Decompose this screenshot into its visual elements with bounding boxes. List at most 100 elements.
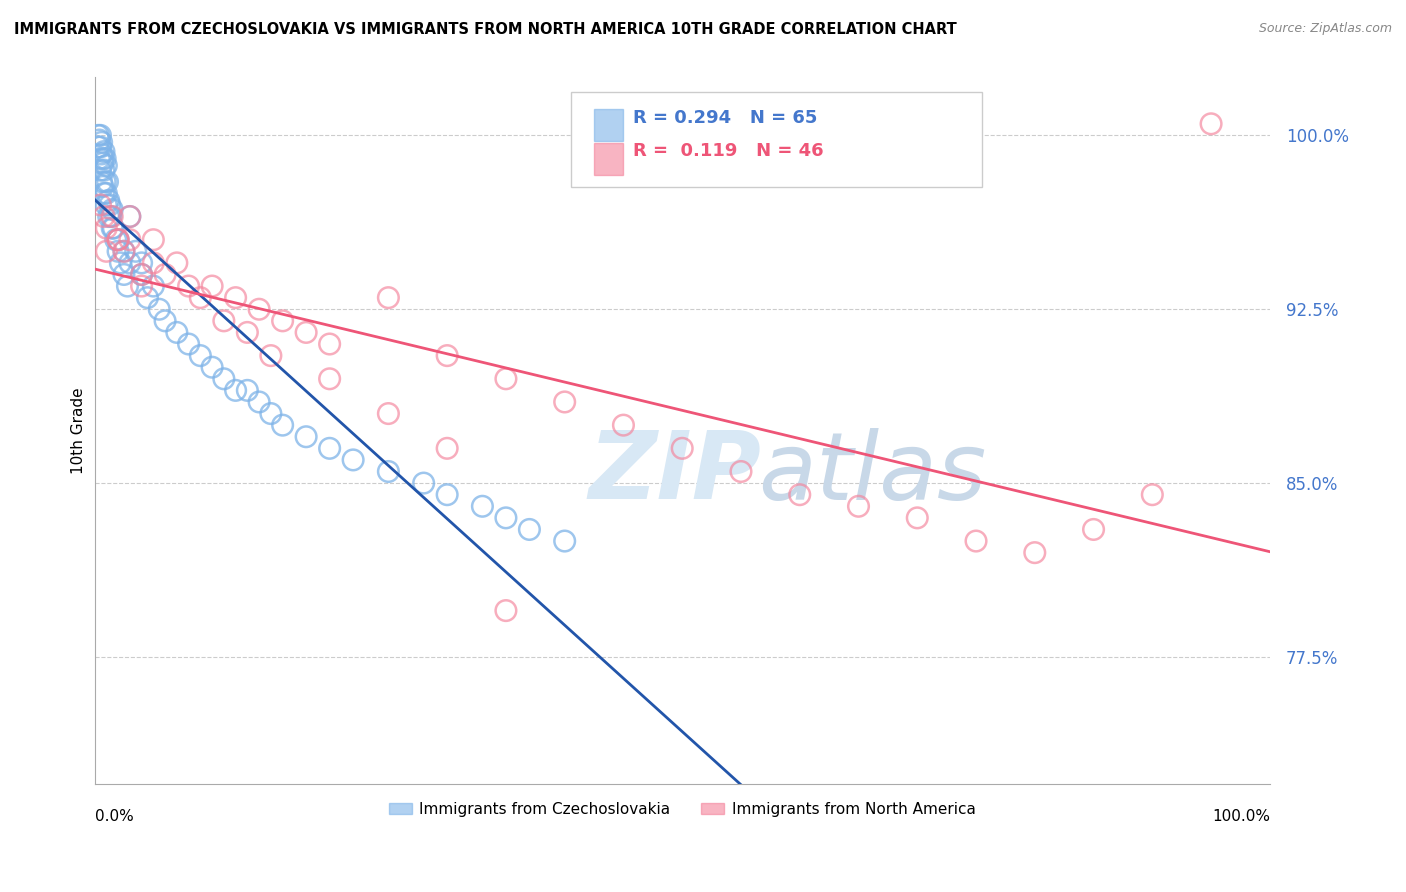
Point	[166, 256, 188, 270]
Point	[107, 233, 129, 247]
Point	[87, 140, 110, 154]
Point	[107, 233, 129, 247]
Point	[101, 202, 124, 217]
Point	[112, 268, 135, 282]
Point	[260, 407, 283, 421]
Point	[436, 442, 458, 456]
FancyBboxPatch shape	[595, 144, 623, 175]
Point	[554, 395, 576, 409]
Point	[201, 279, 224, 293]
Point	[271, 314, 294, 328]
Point	[118, 210, 141, 224]
Point	[103, 221, 125, 235]
Point	[247, 302, 270, 317]
Point	[965, 534, 987, 549]
Point	[131, 279, 153, 293]
Point	[131, 268, 153, 282]
Point	[495, 372, 517, 386]
Point	[495, 511, 517, 525]
Point	[118, 256, 141, 270]
Point	[94, 175, 117, 189]
Point	[318, 372, 340, 386]
Point	[1024, 546, 1046, 560]
Point	[112, 244, 135, 259]
Point	[142, 233, 165, 247]
FancyBboxPatch shape	[571, 92, 981, 187]
FancyBboxPatch shape	[595, 109, 623, 141]
Point	[377, 291, 399, 305]
Point	[212, 314, 235, 328]
Point	[295, 430, 318, 444]
Point	[89, 133, 111, 147]
Point	[260, 349, 283, 363]
Point	[131, 256, 153, 270]
Point	[848, 500, 870, 514]
Point	[118, 233, 141, 247]
Text: ZIP: ZIP	[588, 427, 761, 519]
Point	[236, 384, 259, 398]
Point	[89, 140, 111, 154]
Point	[91, 179, 114, 194]
Point	[93, 210, 115, 224]
Point	[730, 465, 752, 479]
Point	[789, 488, 811, 502]
Point	[201, 360, 224, 375]
Point	[148, 302, 170, 317]
Point	[97, 210, 120, 224]
Point	[96, 186, 118, 201]
Point	[271, 418, 294, 433]
Point	[112, 244, 135, 259]
Point	[90, 175, 112, 189]
Text: IMMIGRANTS FROM CZECHOSLOVAKIA VS IMMIGRANTS FROM NORTH AMERICA 10TH GRADE CORRE: IMMIGRANTS FROM CZECHOSLOVAKIA VS IMMIGR…	[14, 22, 957, 37]
Text: R =  0.119   N = 46: R = 0.119 N = 46	[633, 143, 824, 161]
Point	[96, 175, 118, 189]
Point	[131, 268, 153, 282]
Point	[295, 326, 318, 340]
Point	[1142, 488, 1164, 502]
Point	[342, 453, 364, 467]
Point	[177, 279, 200, 293]
Point	[98, 198, 121, 212]
Point	[93, 163, 115, 178]
Point	[91, 156, 114, 170]
Point	[412, 476, 434, 491]
Point	[117, 279, 139, 293]
Y-axis label: 10th Grade: 10th Grade	[72, 388, 86, 475]
Point	[142, 279, 165, 293]
Point	[89, 152, 111, 166]
Point	[247, 395, 270, 409]
Point	[318, 337, 340, 351]
Point	[1199, 117, 1222, 131]
Point	[612, 418, 634, 433]
Point	[212, 372, 235, 386]
Point	[107, 233, 129, 247]
Point	[101, 221, 124, 235]
Point	[96, 159, 118, 173]
Point	[153, 314, 176, 328]
Point	[89, 163, 111, 178]
Point	[377, 407, 399, 421]
Point	[96, 198, 118, 212]
Point	[188, 349, 211, 363]
Point	[87, 128, 110, 143]
Point	[236, 326, 259, 340]
Point	[136, 291, 159, 305]
Point	[436, 349, 458, 363]
Point	[519, 523, 541, 537]
Point	[101, 210, 124, 224]
Point	[97, 194, 120, 208]
Point	[96, 221, 118, 235]
Point	[671, 442, 693, 456]
Point	[91, 152, 114, 166]
Point	[436, 488, 458, 502]
Text: Source: ZipAtlas.com: Source: ZipAtlas.com	[1258, 22, 1392, 36]
Text: 100.0%: 100.0%	[1212, 809, 1270, 824]
Point	[554, 534, 576, 549]
Point	[93, 145, 115, 159]
Point	[90, 147, 112, 161]
Point	[110, 256, 132, 270]
Point	[1083, 523, 1105, 537]
Point	[377, 465, 399, 479]
Legend: Immigrants from Czechoslovakia, Immigrants from North America: Immigrants from Czechoslovakia, Immigran…	[382, 796, 981, 822]
Point	[177, 337, 200, 351]
